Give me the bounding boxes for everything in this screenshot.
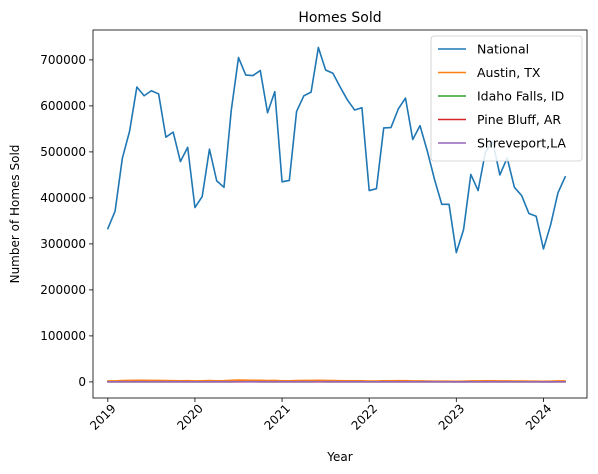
plot-frame	[92, 29, 588, 399]
x-tick-label: 2021	[261, 401, 292, 432]
x-tick-label: 2023	[436, 401, 467, 432]
x-tick-label: 2020	[174, 401, 205, 432]
y-tick-label: 200000	[40, 283, 86, 297]
y-axis: 0 100000 200000 300000 400000 500000 600000 700…	[40, 53, 93, 389]
legend-label: Pine Bluff, AR	[477, 112, 561, 127]
x-axis-label: Year	[326, 450, 352, 464]
series-line-austin-tx	[107, 379, 567, 383]
legend-box	[430, 35, 583, 162]
y-tick-label: 100000	[40, 329, 86, 343]
legend-label: National	[477, 42, 529, 57]
y-axis-label: Number of Homes Sold	[8, 145, 22, 284]
y-tick-label: 600000	[40, 99, 86, 113]
y-tick-label: 300000	[40, 237, 86, 251]
x-tick-label: 2024	[523, 401, 554, 432]
chart-title: Homes Sold	[298, 10, 381, 26]
x-tick-label: 2022	[349, 401, 380, 432]
y-tick-label: 700000	[40, 53, 86, 67]
x-tick-label: 2019	[87, 401, 118, 432]
y-tick-label: 500000	[40, 145, 86, 159]
legend-label: Idaho Falls, ID	[477, 89, 564, 104]
x-axis: 2019 2020 2021 2022 2023 2024	[87, 398, 554, 433]
legend-label: Shreveport,LA	[477, 136, 566, 151]
legend: National Austin, TX Idaho Falls, ID Pine Bl…	[430, 35, 583, 162]
y-tick-label: 0	[78, 375, 86, 389]
legend-label: Austin, TX	[477, 65, 541, 80]
y-tick-label: 400000	[40, 191, 86, 205]
